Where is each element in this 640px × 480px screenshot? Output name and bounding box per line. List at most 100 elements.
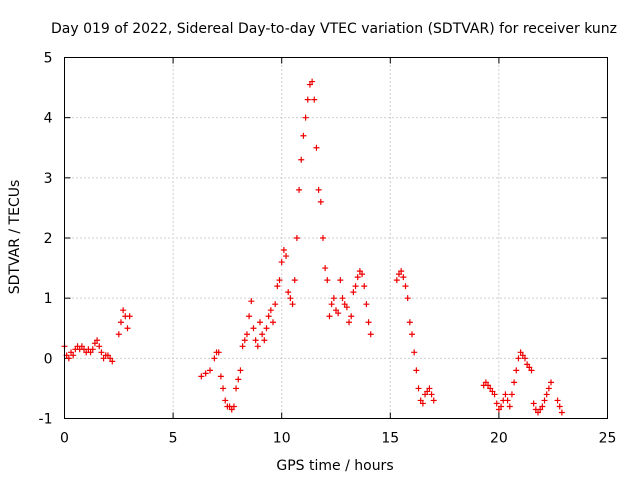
data-point (558, 409, 565, 416)
data-point (413, 367, 420, 374)
y-tick-label: 5 (44, 51, 53, 67)
data-point (89, 346, 96, 353)
data-point (346, 319, 353, 326)
data-point (254, 343, 261, 350)
data-point (311, 96, 318, 103)
data-point (359, 271, 366, 278)
data-point (409, 331, 416, 338)
data-point (243, 331, 250, 338)
data-points (61, 78, 565, 416)
data-point (502, 391, 509, 398)
data-point (107, 355, 114, 362)
data-point (274, 283, 281, 290)
data-point (504, 397, 511, 404)
y-axis-label: SDTVAR / TECUs (7, 180, 23, 295)
data-point (415, 385, 422, 392)
data-point (78, 343, 85, 350)
data-point (222, 397, 229, 404)
data-point (363, 301, 370, 308)
data-point (395, 271, 402, 278)
data-point (528, 367, 535, 374)
data-point (354, 274, 361, 281)
data-point (417, 397, 424, 404)
data-point (541, 397, 548, 404)
data-point (285, 289, 292, 296)
data-point (263, 325, 270, 332)
data-point (548, 379, 555, 386)
data-point (291, 277, 298, 284)
data-point (91, 340, 98, 347)
y-tick-label: 3 (44, 171, 53, 187)
data-point (94, 337, 101, 344)
data-point (287, 295, 294, 302)
data-point (530, 400, 537, 407)
data-point (324, 277, 331, 284)
data-point (272, 301, 279, 308)
data-point (556, 403, 563, 410)
data-point (230, 403, 237, 410)
data-point (356, 268, 363, 275)
data-point (215, 349, 222, 356)
y-tick-label: 4 (44, 111, 53, 127)
data-point (126, 313, 133, 320)
data-point (250, 325, 257, 332)
data-point (104, 352, 111, 359)
data-point (339, 295, 346, 302)
data-point (524, 361, 531, 368)
data-point (207, 367, 214, 374)
data-point (424, 388, 431, 395)
data-point (406, 319, 413, 326)
data-point (322, 265, 329, 272)
data-point (248, 298, 255, 305)
data-point (87, 349, 94, 356)
data-point (343, 304, 350, 311)
data-point (482, 379, 489, 386)
x-tick-label: 0 (60, 431, 69, 447)
data-point (124, 325, 131, 332)
data-point (511, 379, 518, 386)
data-point (426, 385, 433, 392)
x-tick-label: 25 (599, 431, 617, 447)
data-point (115, 331, 122, 338)
data-point (519, 352, 526, 359)
data-point (256, 319, 263, 326)
data-point (298, 156, 305, 163)
data-point (498, 403, 505, 410)
data-point (367, 331, 374, 338)
y-tick-label: -1 (39, 412, 53, 428)
data-point (333, 307, 339, 314)
data-point (411, 349, 418, 356)
data-point (422, 391, 429, 398)
data-point (270, 319, 277, 326)
data-point (302, 114, 309, 121)
data-point (508, 391, 515, 398)
x-tick-label: 20 (490, 431, 508, 447)
data-point (109, 358, 116, 365)
data-point (289, 301, 296, 308)
data-point (537, 406, 544, 413)
data-point (304, 96, 311, 103)
data-point (283, 253, 290, 260)
data-point (539, 403, 546, 410)
x-tick-label: 5 (169, 431, 178, 447)
data-point (337, 277, 344, 284)
data-point (217, 373, 224, 380)
data-point (335, 310, 342, 317)
data-point (228, 406, 235, 413)
data-point (96, 343, 103, 350)
data-point (120, 307, 127, 314)
data-point (330, 295, 337, 302)
data-point (491, 391, 498, 398)
data-point (278, 259, 285, 266)
data-point (296, 186, 303, 193)
data-point (306, 81, 313, 88)
data-point (265, 313, 272, 320)
data-point (428, 391, 435, 398)
data-point (328, 301, 335, 308)
data-point (68, 349, 75, 356)
data-point (117, 319, 124, 326)
data-point (543, 391, 550, 398)
data-point (489, 388, 496, 395)
data-point (98, 349, 105, 356)
